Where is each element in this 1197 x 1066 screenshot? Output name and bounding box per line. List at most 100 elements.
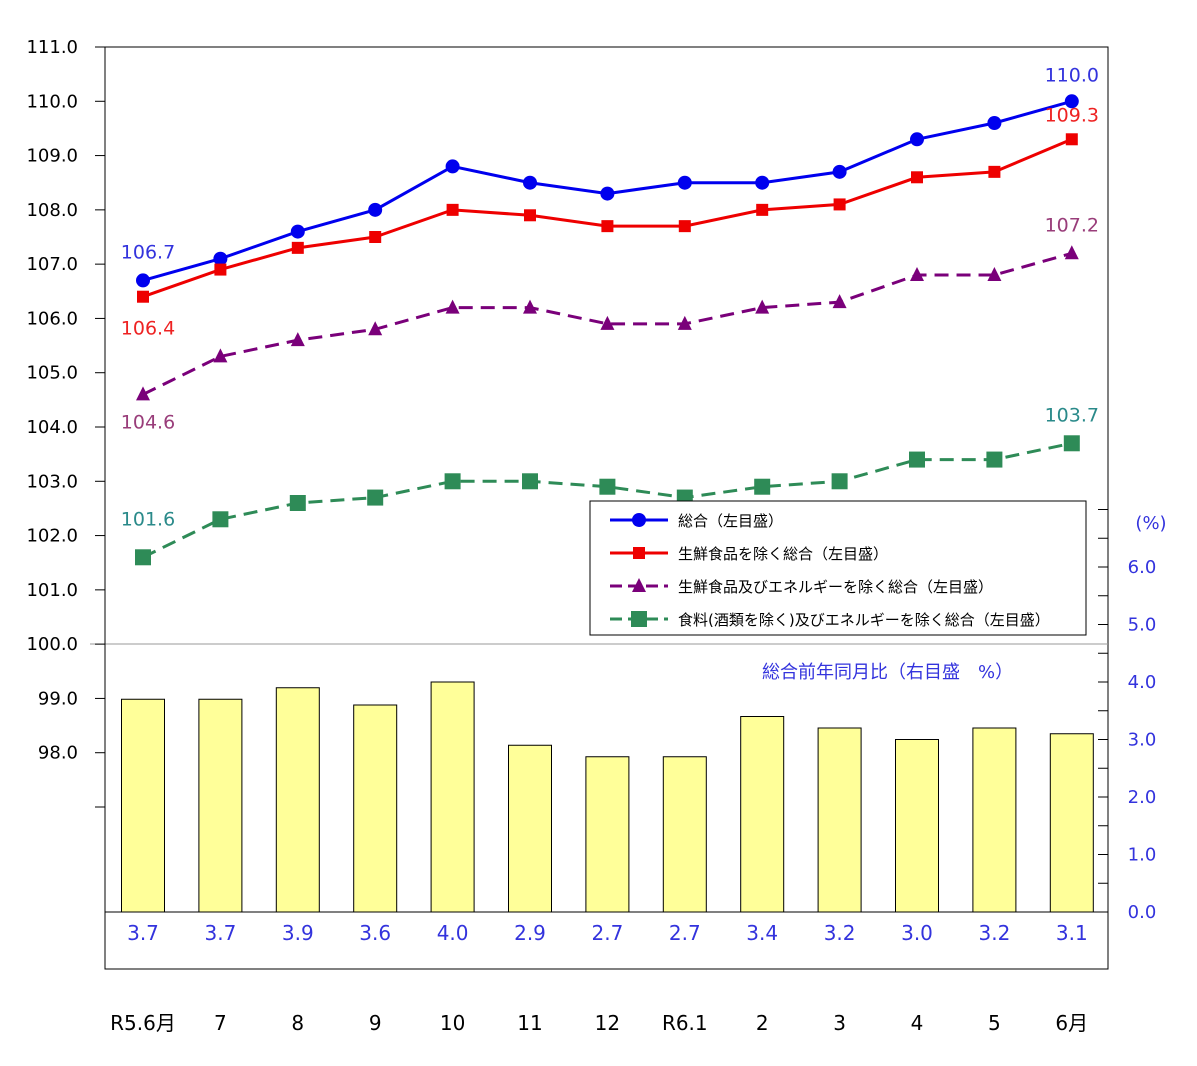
bar-value-label: 3.2: [824, 921, 856, 945]
line-point: [212, 511, 229, 528]
bar-value-label: 3.1: [1056, 921, 1088, 945]
line-point: [831, 473, 848, 490]
line-point: [987, 267, 1002, 281]
x-axis-label: 6月: [1055, 1011, 1088, 1035]
line-point: [367, 489, 384, 506]
line-point: [289, 495, 306, 511]
right-axis-tick-label: 1.0: [1128, 845, 1157, 866]
left-axis-tick-label: 104.0: [26, 417, 78, 438]
right-axis-tick-label: 5.0: [1128, 615, 1157, 636]
bar: [121, 698, 165, 913]
x-axis-label: 5: [988, 1011, 1001, 1035]
x-axis-label: 8: [291, 1011, 304, 1035]
bar: [740, 716, 785, 913]
line-point: [988, 165, 1001, 178]
series-line-s2: [142, 137, 1073, 299]
left-axis-tick-label: 106.0: [26, 308, 78, 329]
right-axis-tick-label: 6.0: [1128, 557, 1157, 578]
bar: [662, 756, 707, 913]
legend-label: 生鮮食品及びエネルギーを除く総合（左目盛）: [678, 578, 993, 596]
legend-box: [589, 500, 1087, 636]
bar-value-label: 3.0: [901, 921, 933, 945]
right-axis: 6.0 5.0 4.0 3.0 2.0 1.0 0.0: [1098, 509, 1157, 923]
left-axis-tick-label: 107.0: [26, 254, 78, 275]
line-point: [832, 294, 847, 309]
legend-label: 生鮮食品を除く総合（左目盛）: [678, 545, 888, 563]
line-point: [1064, 245, 1079, 260]
line-point: [599, 478, 616, 495]
series-last-label: 110.0: [1045, 64, 1099, 86]
series-first-label: 106.7: [121, 241, 175, 263]
line-point: [677, 175, 692, 190]
series-last-label: 107.2: [1045, 214, 1099, 236]
bar: [508, 744, 552, 913]
x-axis-labels: R5.6月 7 8 9 10 11 12 R6.1 2 3 4 5 6月: [110, 1011, 1088, 1035]
x-axis-label: R6.1: [662, 1011, 708, 1035]
line-point: [524, 209, 536, 222]
line-point: [677, 315, 692, 330]
line-point: [213, 348, 228, 363]
line-point: [290, 332, 305, 347]
line-point: [633, 547, 645, 559]
line-point: [135, 549, 151, 566]
line-point: [290, 224, 305, 239]
right-axis-tick-label: 0.0: [1128, 902, 1157, 923]
line-point: [832, 164, 847, 179]
bar: [817, 727, 862, 913]
x-axis-label: 7: [214, 1011, 227, 1035]
left-axis: 111.0 110.0 109.0 108.0 107.0 106.0 105.0 104.0…: [26, 37, 106, 969]
line-point: [1065, 133, 1078, 146]
series-first-label: 101.6: [121, 508, 175, 530]
left-axis-tick-label: 105.0: [26, 363, 78, 384]
x-axis-label: 9: [369, 1011, 382, 1035]
line-point: [833, 198, 846, 211]
right-axis-tick-label: 3.0: [1128, 730, 1157, 751]
bar-value-label: 2.7: [591, 921, 623, 945]
bar-series-title: 総合前年同月比（右目盛 %）: [762, 662, 1013, 683]
line-point: [446, 203, 459, 216]
bar: [1049, 733, 1094, 913]
left-axis-tick-label: 101.0: [26, 580, 78, 601]
bar: [353, 704, 398, 913]
line-point: [368, 202, 383, 217]
line-point: [678, 220, 691, 233]
line-point: [291, 241, 304, 254]
bar-value-label: 2.7: [669, 921, 701, 945]
bar-series: [105, 681, 1108, 913]
line-value-labels: 106.7 110.0 106.4 109.3 104.6 107.2 101.6 103.7: [121, 64, 1099, 530]
left-axis-tick-label: 108.0: [26, 200, 78, 221]
line-point: [632, 578, 646, 592]
bar: [972, 727, 1017, 913]
bar: [275, 687, 320, 913]
left-axis-tick-label: 98.0: [38, 743, 78, 764]
bar-value-labels: 3.7 3.7 3.9 3.6 4.0 2.9 2.7 2.7 3.4 3.2 3.0 3.2 3.1: [127, 921, 1088, 945]
line-point: [631, 611, 647, 627]
line-point: [755, 299, 770, 314]
line-point: [136, 273, 150, 288]
bar: [198, 698, 243, 913]
line-point: [986, 451, 1003, 468]
line-point: [445, 159, 460, 174]
left-axis-tick-label: 100.0: [26, 634, 78, 655]
bar: [585, 756, 630, 913]
line-point: [632, 513, 646, 527]
line-point: [136, 386, 150, 401]
line-point: [987, 116, 1002, 130]
line-point: [756, 203, 769, 216]
line-point: [909, 451, 925, 468]
line-point: [754, 478, 771, 495]
line-point: [600, 315, 615, 330]
line-point: [137, 290, 149, 303]
series-last-label: 109.3: [1045, 104, 1099, 126]
bar: [895, 739, 939, 913]
right-axis-unit: (%): [1135, 513, 1166, 534]
legend: 総合（左目盛） 生鮮食品を除く総合（左目盛） 生鮮食品及びエネルギーを除く総合（左目…: [589, 500, 1087, 636]
line-point: [910, 267, 924, 281]
x-axis-label: R5.6月: [110, 1011, 176, 1035]
line-series: [135, 94, 1080, 566]
line-point: [523, 175, 537, 190]
line-point: [369, 231, 382, 243]
line-point: [445, 299, 460, 314]
line-point: [523, 299, 537, 314]
